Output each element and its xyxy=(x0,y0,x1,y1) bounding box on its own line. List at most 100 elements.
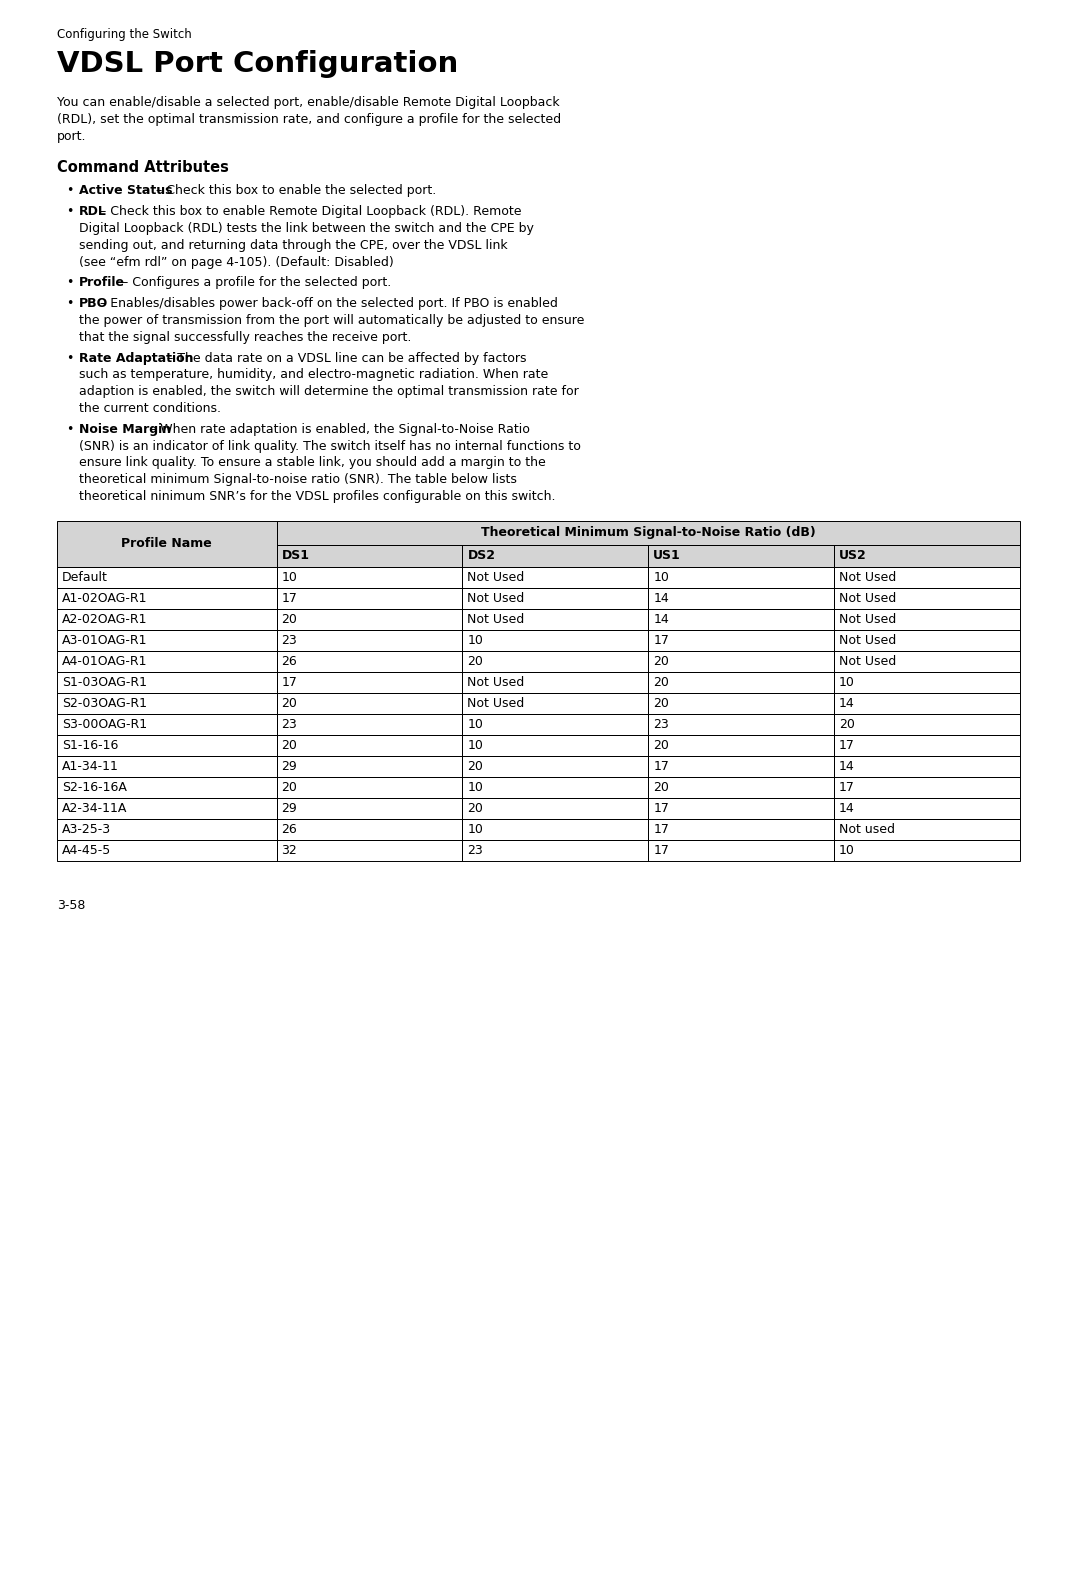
Text: Noise Margin: Noise Margin xyxy=(79,422,171,436)
Text: Rate Adaptation: Rate Adaptation xyxy=(79,352,193,364)
Bar xyxy=(57,798,276,820)
Bar xyxy=(57,840,276,860)
Text: Not Used: Not Used xyxy=(468,697,525,710)
Text: •: • xyxy=(66,352,73,364)
Bar xyxy=(834,652,1020,672)
Bar xyxy=(462,714,648,735)
Bar xyxy=(57,521,276,567)
Bar xyxy=(834,735,1020,755)
Bar xyxy=(648,630,834,652)
Bar xyxy=(276,735,462,755)
Bar xyxy=(276,609,462,630)
Bar xyxy=(57,609,276,630)
Bar xyxy=(648,672,834,692)
Bar xyxy=(648,587,834,609)
Bar xyxy=(57,714,276,735)
Bar xyxy=(648,545,834,567)
Bar xyxy=(276,567,462,587)
Text: 20: 20 xyxy=(282,739,297,752)
Bar xyxy=(57,567,276,587)
Text: A4-01OAG-R1: A4-01OAG-R1 xyxy=(62,655,148,667)
Text: 26: 26 xyxy=(282,655,297,667)
Text: A1-34-11: A1-34-11 xyxy=(62,760,119,772)
Bar xyxy=(276,609,462,630)
Bar xyxy=(276,545,462,567)
Text: – Check this box to enable Remote Digital Loopback (RDL). Remote: – Check this box to enable Remote Digita… xyxy=(96,206,522,218)
Bar xyxy=(834,609,1020,630)
Text: – The data rate on a VDSL line can be affected by factors: – The data rate on a VDSL line can be af… xyxy=(163,352,526,364)
Text: A3-01OAG-R1: A3-01OAG-R1 xyxy=(62,634,148,647)
Text: (see “efm rdl” on page 4-105). (Default: Disabled): (see “efm rdl” on page 4-105). (Default:… xyxy=(79,256,394,268)
Bar xyxy=(462,567,648,587)
Text: 20: 20 xyxy=(282,780,297,794)
Bar xyxy=(462,755,648,777)
Text: port.: port. xyxy=(57,130,86,143)
Bar xyxy=(462,777,648,798)
Text: 14: 14 xyxy=(839,802,855,815)
Text: 10: 10 xyxy=(839,675,855,689)
Text: 14: 14 xyxy=(653,612,669,626)
Bar xyxy=(276,714,462,735)
Text: US2: US2 xyxy=(839,550,867,562)
Text: 23: 23 xyxy=(282,634,297,647)
Bar xyxy=(648,820,834,840)
Bar xyxy=(648,777,834,798)
Bar xyxy=(276,672,462,692)
Text: Active Status: Active Status xyxy=(79,184,173,198)
Bar xyxy=(462,755,648,777)
Bar xyxy=(648,652,834,672)
Bar xyxy=(57,672,276,692)
Bar xyxy=(648,735,834,755)
Text: 29: 29 xyxy=(282,760,297,772)
Bar xyxy=(648,567,834,587)
Bar xyxy=(57,587,276,609)
Bar xyxy=(276,545,462,567)
Bar xyxy=(57,630,276,652)
Text: Not Used: Not Used xyxy=(468,612,525,626)
Bar xyxy=(648,840,834,860)
Text: 10: 10 xyxy=(468,634,483,647)
Text: the power of transmission from the port will automatically be adjusted to ensure: the power of transmission from the port … xyxy=(79,314,584,327)
Bar xyxy=(462,692,648,714)
Text: 10: 10 xyxy=(839,843,855,857)
Bar xyxy=(462,652,648,672)
Text: US1: US1 xyxy=(653,550,681,562)
Text: DS1: DS1 xyxy=(282,550,310,562)
Text: A2-34-11A: A2-34-11A xyxy=(62,802,127,815)
Bar xyxy=(462,820,648,840)
Bar xyxy=(834,567,1020,587)
Text: S1-16-16: S1-16-16 xyxy=(62,739,119,752)
Bar xyxy=(57,798,276,820)
Bar xyxy=(276,777,462,798)
Bar xyxy=(276,652,462,672)
Text: 10: 10 xyxy=(468,780,483,794)
Bar xyxy=(462,609,648,630)
Text: A4-45-5: A4-45-5 xyxy=(62,843,111,857)
Text: 10: 10 xyxy=(468,739,483,752)
Bar xyxy=(57,609,276,630)
Bar xyxy=(462,798,648,820)
Text: Digital Loopback (RDL) tests the link between the switch and the CPE by: Digital Loopback (RDL) tests the link be… xyxy=(79,221,534,236)
Bar xyxy=(276,630,462,652)
Text: 10: 10 xyxy=(468,717,483,730)
Bar xyxy=(462,630,648,652)
Bar xyxy=(648,735,834,755)
Bar xyxy=(834,714,1020,735)
Bar xyxy=(834,755,1020,777)
Text: VDSL Port Configuration: VDSL Port Configuration xyxy=(57,50,458,78)
Bar xyxy=(834,609,1020,630)
Bar xyxy=(57,587,276,609)
Bar xyxy=(834,567,1020,587)
Bar xyxy=(276,567,462,587)
Bar xyxy=(462,735,648,755)
Text: 20: 20 xyxy=(468,655,483,667)
Text: Not used: Not used xyxy=(839,823,895,835)
Text: 29: 29 xyxy=(282,802,297,815)
Text: •: • xyxy=(66,206,73,218)
Bar xyxy=(834,798,1020,820)
Text: •: • xyxy=(66,422,73,436)
Text: 23: 23 xyxy=(653,717,669,730)
Text: adaption is enabled, the switch will determine the optimal transmission rate for: adaption is enabled, the switch will det… xyxy=(79,385,579,399)
Bar xyxy=(276,587,462,609)
Bar xyxy=(462,587,648,609)
